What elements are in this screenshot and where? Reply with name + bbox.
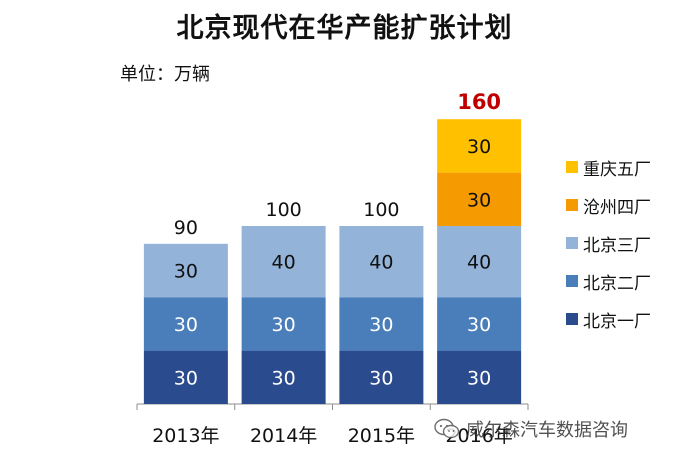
legend-label: 重庆五厂 — [583, 159, 651, 180]
bar-segment — [143, 297, 228, 351]
watermark: 威尔森汽车数据咨询 — [434, 416, 628, 442]
bar-total-label: 100 — [363, 199, 399, 221]
bar-segment — [437, 172, 522, 226]
bar-total-label: 100 — [265, 199, 301, 221]
x-tick-label: 2016年 — [445, 425, 512, 447]
bar-total-label: 90 — [174, 217, 198, 239]
legend: 重庆五厂沧州四厂北京三厂北京二厂北京一厂 — [566, 156, 651, 346]
legend-swatch — [566, 199, 578, 211]
bar-segment — [241, 350, 326, 404]
bar-segment — [339, 350, 424, 404]
bar-data-label: 40 — [272, 252, 296, 274]
legend-swatch — [566, 313, 578, 325]
legend-swatch — [566, 161, 578, 173]
bar-segment — [437, 350, 522, 404]
bar-segment — [437, 226, 522, 298]
bar-segment — [143, 350, 228, 404]
legend-item: 重庆五厂 — [566, 156, 651, 180]
legend-item: 北京三厂 — [566, 232, 651, 256]
unit-label: 单位：万辆 — [120, 64, 210, 85]
bar-segment — [437, 119, 522, 173]
bar-data-label: 30 — [272, 367, 296, 389]
bar-segment — [143, 243, 228, 298]
legend-label: 沧州四厂 — [583, 197, 651, 218]
bar-data-label: 40 — [369, 252, 393, 274]
bar-data-label: 30 — [467, 189, 491, 211]
bar-data-label: 30 — [369, 367, 393, 389]
x-tick-label: 2013年 — [152, 425, 219, 447]
legend-label: 北京三厂 — [583, 235, 651, 256]
x-tick-label: 2014年 — [250, 425, 317, 447]
legend-label: 北京二厂 — [583, 273, 651, 294]
bar-total-label: 160 — [457, 90, 501, 114]
bar-data-label: 40 — [467, 252, 491, 274]
bar-data-label: 30 — [467, 314, 491, 336]
legend-swatch — [566, 275, 578, 287]
x-tick-label: 2015年 — [348, 425, 415, 447]
bar-data-label: 30 — [369, 314, 393, 336]
bar-data-label: 30 — [467, 136, 491, 158]
bar-data-label: 30 — [174, 314, 198, 336]
bar-data-label: 30 — [467, 367, 491, 389]
bar-data-label: 30 — [174, 367, 198, 389]
legend-item: 北京二厂 — [566, 270, 651, 294]
chart-title: 北京现代在华产能扩张计划 — [176, 13, 513, 44]
wechat-icon — [434, 418, 460, 439]
bar-data-label: 30 — [272, 314, 296, 336]
bar-segment — [437, 297, 522, 351]
watermark-text: 威尔森汽车数据咨询 — [466, 420, 628, 441]
bar-segment — [339, 297, 424, 351]
legend-swatch — [566, 237, 578, 249]
bar-segment — [339, 226, 424, 298]
legend-item: 北京一厂 — [566, 308, 651, 332]
legend-label: 北京一厂 — [583, 311, 651, 332]
bar-segment — [241, 226, 326, 298]
legend-item: 沧州四厂 — [566, 194, 651, 218]
bar-data-label: 30 — [174, 261, 198, 283]
bar-segment — [241, 297, 326, 351]
